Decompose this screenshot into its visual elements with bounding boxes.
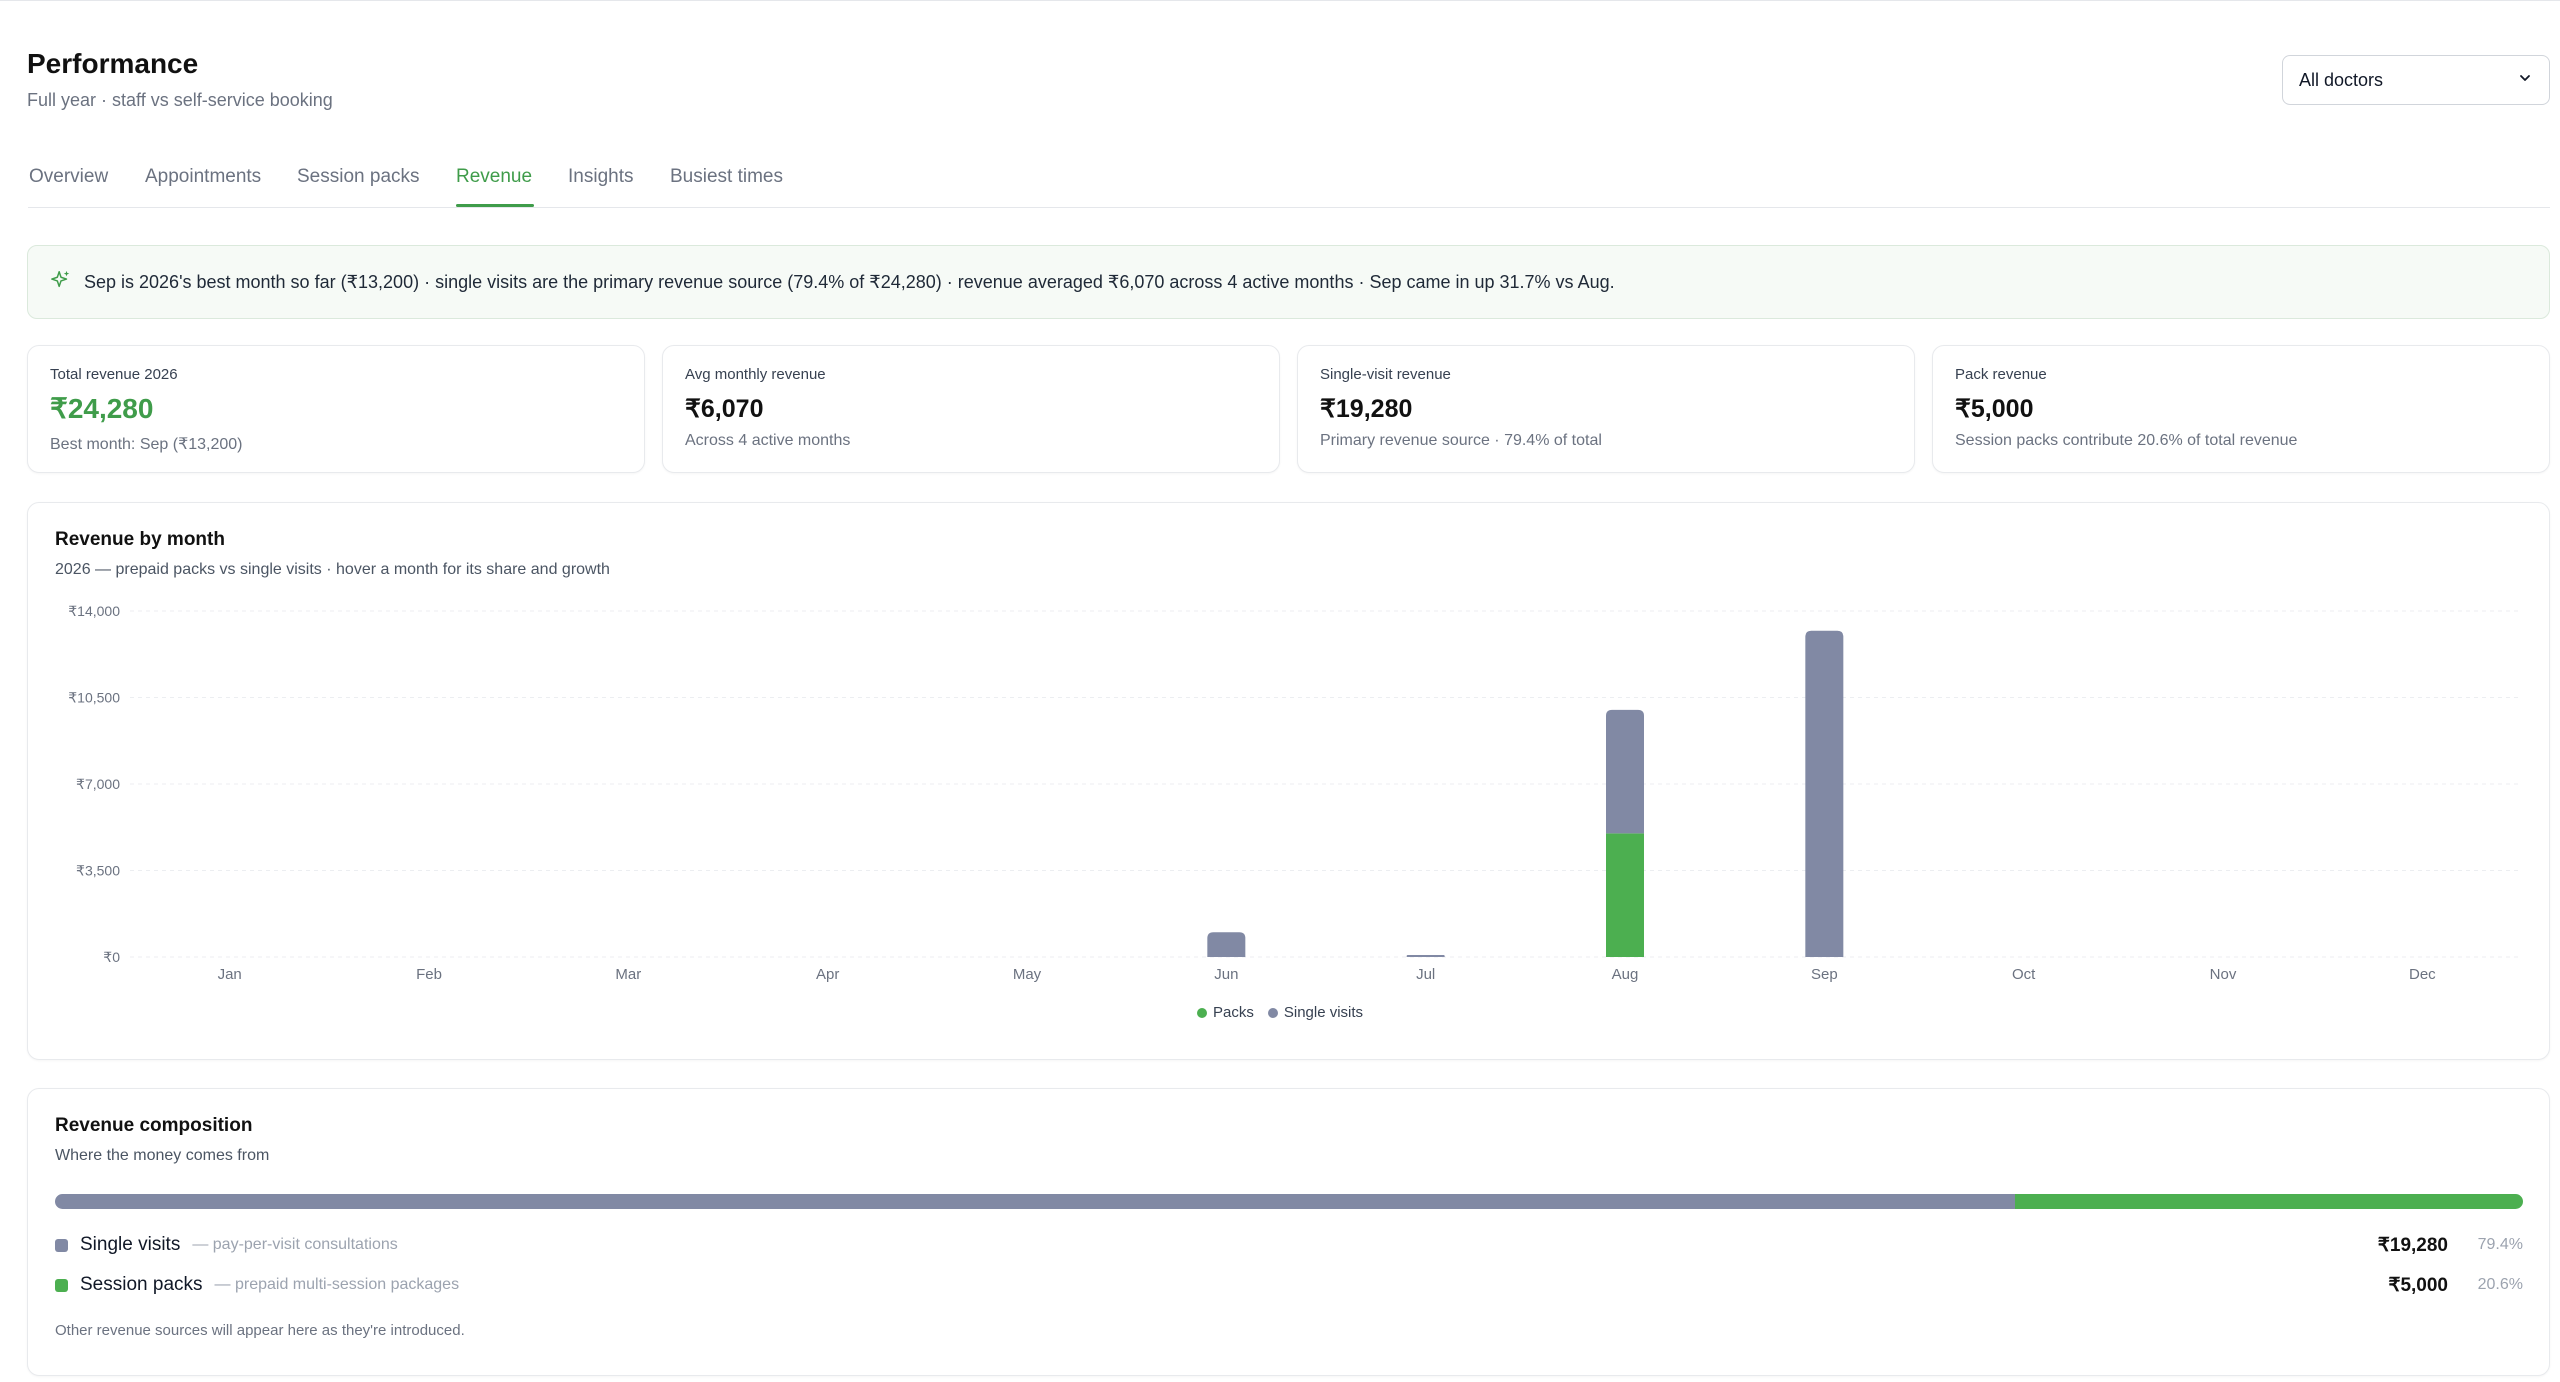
composition-subtitle: Where the money comes from — [55, 1147, 270, 1164]
top-divider — [0, 0, 2560, 1]
sparkle-icon — [50, 269, 84, 296]
composition-note: Other revenue sources will appear here a… — [55, 1322, 465, 1339]
composition-percent: 79.4% — [2477, 1236, 2523, 1253]
kpi-value: ₹5,000 — [1955, 395, 2034, 423]
composition-name: Session packs — [80, 1274, 203, 1295]
bar-single-visits-sep[interactable] — [1805, 630, 1844, 957]
kpi-pack-revenue: Pack revenue ₹5,000 Session packs contri… — [1932, 345, 2550, 473]
x-tick-label: Apr — [816, 966, 839, 983]
y-tick-label: ₹10,500 — [68, 690, 120, 706]
x-tick-label: Sep — [1811, 966, 1838, 983]
x-tick-label: Aug — [1612, 966, 1639, 983]
x-tick-label: Jul — [1416, 966, 1435, 983]
kpi-sub: Best month: Sep (₹13,200) — [50, 436, 243, 453]
legend-dot — [1267, 1007, 1278, 1018]
tab-busiest-times[interactable]: Busiest times — [670, 166, 783, 187]
composition-name: Single visits — [80, 1234, 181, 1255]
x-tick-label: Feb — [416, 966, 442, 983]
composition-bar — [55, 1194, 2523, 1209]
insight-text: Sep is 2026's best month so far (₹13,200… — [84, 271, 1615, 292]
composition-segment-single-visits — [55, 1194, 2015, 1209]
x-tick-label: Dec — [2409, 966, 2436, 983]
kpi-label: Single-visit revenue — [1320, 366, 1451, 383]
legend-item-packs: Packs — [1197, 1004, 1254, 1021]
legend-dot — [1197, 1007, 1207, 1018]
composition-row-single-visits: Single visits — pay-per-visit consultati… — [55, 1231, 2523, 1259]
tab-revenue[interactable]: Revenue — [456, 166, 533, 187]
composition-title: Revenue composition — [55, 1115, 253, 1136]
tab-overview[interactable]: Overview — [29, 166, 109, 187]
tab-bar: Overview Appointments Session packs Reve… — [28, 163, 2550, 208]
tab-insights[interactable]: Insights — [568, 166, 634, 187]
color-swatch — [55, 1238, 68, 1252]
kpi-avg-monthly-revenue: Avg monthly revenue ₹6,070 Across 4 acti… — [662, 345, 1280, 473]
legend-item-single-visits: Single visits — [1267, 1004, 1364, 1021]
composition-desc: — pay-per-visit consultations — [192, 1236, 398, 1253]
x-tick-label: Mar — [615, 966, 641, 983]
kpi-value: ₹24,280 — [50, 393, 154, 424]
kpi-value: ₹6,070 — [685, 395, 764, 423]
chart-legend: Packs Single visits — [1197, 1004, 1363, 1021]
x-tick-label: May — [1013, 966, 1042, 983]
chevron-down-icon — [2517, 70, 2533, 91]
doctor-select-value: All doctors — [2299, 69, 2384, 90]
composition-amount: ₹19,280 — [2377, 1234, 2448, 1256]
kpi-label: Total revenue 2026 — [50, 366, 178, 383]
kpi-sub: Session packs contribute 20.6% of total … — [1955, 432, 2298, 449]
composition-amount: ₹5,000 — [2388, 1274, 2448, 1296]
kpi-single-visit-revenue: Single-visit revenue ₹19,280 Primary rev… — [1297, 345, 1915, 473]
bar-packs-aug[interactable] — [1606, 833, 1644, 957]
chart-subtitle: 2026 — prepaid packs vs single visits · … — [55, 561, 610, 578]
composition-segment-session-packs — [2014, 1194, 2523, 1209]
x-tick-label: Jun — [1214, 966, 1238, 983]
revenue-composition-card: Revenue composition Where the money come… — [27, 1088, 2550, 1376]
kpi-sub: Across 4 active months — [685, 432, 851, 449]
active-tab-indicator — [456, 204, 534, 207]
composition-percent: 20.6% — [2477, 1276, 2523, 1293]
bar-single-visits-aug[interactable] — [1606, 709, 1644, 834]
page-subtitle: Full year · staff vs self-service bookin… — [27, 90, 333, 110]
kpi-label: Avg monthly revenue — [685, 366, 826, 383]
revenue-chart: ₹0 ₹3,500 ₹7,000 ₹10,500 ₹14,000 Jan Feb Mar Apr… — [68, 603, 2522, 983]
bar-single-visits-jul[interactable] — [1406, 955, 1445, 957]
legend-label: Single visits — [1283, 1004, 1364, 1021]
composition-desc: — prepaid multi-session packages — [214, 1276, 460, 1293]
chart-title: Revenue by month — [55, 529, 225, 550]
legend-label: Packs — [1213, 1004, 1254, 1021]
tab-session-packs[interactable]: Session packs — [297, 166, 420, 187]
composition-row-session-packs: Session packs — prepaid multi-session pa… — [55, 1271, 2523, 1299]
page-title: Performance — [27, 48, 199, 79]
kpi-label: Pack revenue — [1955, 366, 2047, 383]
kpi-total-revenue: Total revenue 2026 ₹24,280 Best month: S… — [27, 345, 645, 473]
doctor-select[interactable]: All doctors — [2282, 55, 2550, 105]
x-tick-label: Oct — [2012, 966, 2036, 983]
revenue-by-month-card: Revenue by month 2026 — prepaid packs vs… — [27, 502, 2550, 1060]
x-tick-label: Jan — [218, 966, 242, 983]
color-swatch — [55, 1278, 68, 1292]
insight-banner: Sep is 2026's best month so far (₹13,200… — [27, 245, 2550, 319]
y-tick-label: ₹14,000 — [68, 603, 120, 619]
x-tick-label: Nov — [2210, 966, 2237, 983]
y-tick-label: ₹3,500 — [76, 863, 120, 879]
bar-single-visits-jun[interactable] — [1207, 932, 1246, 957]
kpi-sub: Primary revenue source · 79.4% of total — [1320, 432, 1602, 449]
tab-appointments[interactable]: Appointments — [145, 166, 262, 187]
y-tick-label: ₹0 — [103, 949, 120, 965]
kpi-value: ₹19,280 — [1320, 395, 1413, 423]
y-tick-label: ₹7,000 — [76, 776, 120, 792]
